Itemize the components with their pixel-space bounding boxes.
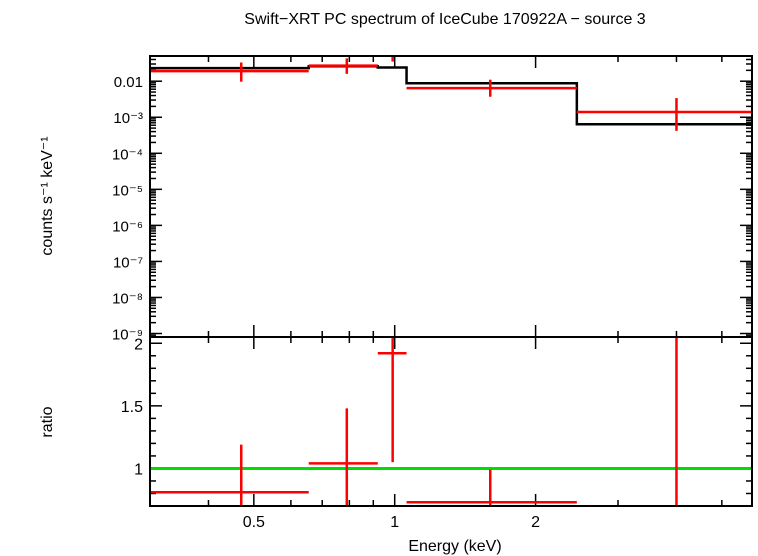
x-tick-label: 1 (390, 514, 399, 531)
y-tick-label: 10⁻⁵ (112, 182, 143, 199)
data-point (308, 58, 378, 74)
y-tick-label: 10⁻⁹ (112, 327, 143, 344)
ratio-panel (150, 337, 752, 506)
y-tick-label: 10⁻⁶ (112, 218, 143, 235)
y-tick-label: 2 (134, 336, 143, 353)
ratio-frame (149, 336, 753, 507)
y-tick-label: 10⁻³ (113, 110, 143, 127)
ratio-point (377, 337, 407, 463)
y-tick-label: 1.5 (121, 399, 143, 416)
x-tick-label: 0.5 (243, 514, 265, 531)
data-point (377, 56, 407, 62)
ratio-point (308, 408, 378, 506)
top-y-axis-label: counts s⁻¹ keV⁻¹ (39, 136, 56, 255)
y-tick-label: 10⁻⁷ (113, 254, 143, 271)
ratio-point (406, 469, 577, 506)
x-tick-label: 2 (531, 514, 540, 531)
model-step-line (150, 64, 752, 126)
data-point (576, 98, 752, 131)
data-point (406, 79, 577, 97)
y-tick-label: 0.01 (114, 74, 143, 91)
y-tick-label: 1 (134, 461, 143, 478)
chart-title: Swift−XRT PC spectrum of IceCube 170922A… (244, 11, 646, 28)
ratio-point (675, 337, 678, 506)
ratio-point (150, 444, 309, 506)
y-tick-label: 10⁻⁴ (112, 146, 143, 163)
tick-labels: 0.5 1 2 0.01 10⁻³ 10⁻⁴ 10⁻⁵ 10⁻⁶ 10⁻⁷ 10⁻⁸ 10⁻⁹ 1 1.… (112, 74, 540, 531)
data-point (150, 62, 309, 82)
x-axis-label: Energy (keV) (408, 538, 501, 555)
y-tick-label: 10⁻⁸ (112, 290, 143, 307)
bottom-y-axis-label: ratio (39, 406, 56, 437)
spectrum-frame (149, 55, 753, 338)
spectrum-panel (150, 56, 752, 131)
